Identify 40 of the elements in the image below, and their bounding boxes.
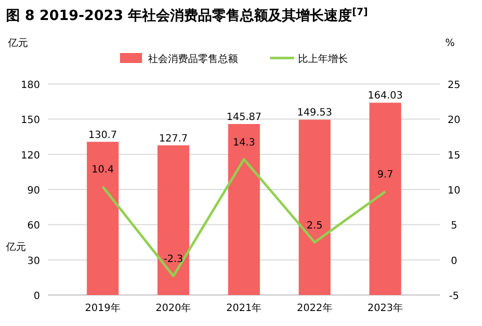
data-label: 9.7: [377, 170, 394, 181]
y2-axis-title: %: [445, 38, 455, 49]
y-axis-title: 亿元: [7, 38, 28, 49]
bar: [369, 102, 402, 295]
y-tick-label: 30: [27, 256, 40, 267]
x-tick-label: 2021年: [226, 302, 262, 314]
data-label: 127.7: [159, 133, 188, 144]
legend-label: 比上年增长: [298, 53, 348, 65]
data-label: 2.5: [306, 220, 323, 232]
chart-title: 图 8 2019-2023 年社会消费品零售总额及其增长速度$^{[7]}$: [6, 6, 368, 24]
y2-tick-label: 0: [450, 256, 458, 267]
text: 亿元: [5, 242, 26, 253]
bar: [298, 120, 331, 295]
y2-tick-label: 15: [448, 150, 460, 162]
y-tick-label: 0: [34, 291, 40, 302]
y-tick-label: 90: [27, 186, 40, 196]
bar: [228, 124, 260, 295]
y2-tick-label: 5: [450, 220, 458, 232]
data-label: 10.4: [92, 164, 114, 176]
bar: [86, 142, 119, 295]
bar: [157, 145, 190, 295]
x-tick-label: 2022年: [296, 302, 332, 314]
data-label: 130.7: [88, 130, 118, 141]
data-label: -2.3: [164, 254, 184, 266]
data-label: 149.53: [297, 108, 332, 119]
legend-label: 社会消费品零售总额: [148, 53, 238, 65]
y2-tick-label: 20: [448, 115, 460, 126]
y2-tick-label: -5: [449, 291, 459, 302]
x-tick-label: 2023年: [368, 302, 403, 314]
data-label: 145.87: [226, 112, 262, 124]
y-tick-label: 60: [27, 220, 40, 232]
data-label: 14.3: [232, 137, 256, 148]
x-tick-label: 2020年: [156, 302, 192, 314]
x-tick-label: 2019年: [85, 302, 120, 314]
data-label: 164.03: [368, 90, 403, 102]
y-tick-label: 150: [20, 115, 40, 126]
y2-tick-label: 25: [448, 80, 460, 91]
y-tick-label: 180: [20, 80, 40, 91]
y-tick-label: 120: [20, 150, 40, 162]
y2-tick-label: 10: [448, 186, 460, 196]
